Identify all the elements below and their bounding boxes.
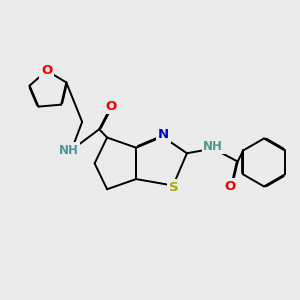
Text: S: S (169, 181, 178, 194)
Text: O: O (105, 100, 116, 113)
Text: NH: NH (59, 143, 79, 157)
Text: NH: NH (203, 140, 223, 153)
Text: O: O (225, 180, 236, 193)
Text: N: N (158, 128, 169, 141)
Text: O: O (41, 64, 52, 77)
